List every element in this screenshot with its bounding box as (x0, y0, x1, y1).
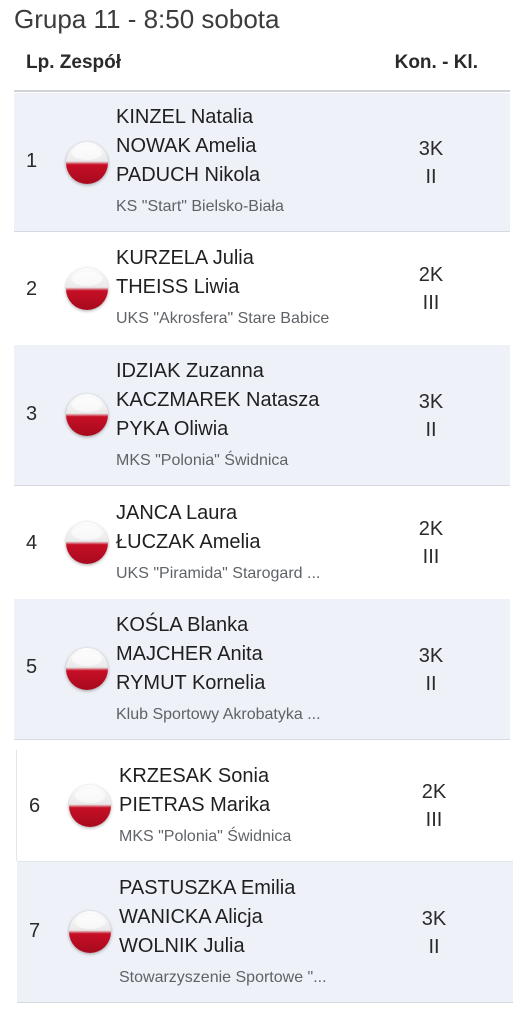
table-row[interactable]: 5 KOŚLA Blanka MAJCHER Anita RYMUT Korne… (14, 599, 510, 740)
club-name: KS "Start" Bielsko-Biała (116, 196, 284, 218)
row-lp: 1 (26, 150, 37, 173)
kon-value: 3K (401, 388, 461, 416)
poland-flag-icon (66, 648, 108, 690)
kl-value: II (401, 670, 461, 698)
athlete-name: PIETRAS Marika (119, 791, 291, 820)
row-lp: 5 (26, 656, 37, 679)
club-name: Stowarzyszenie Sportowe "... (119, 967, 327, 989)
club-name: MKS "Polonia" Świdnica (119, 826, 291, 848)
poland-flag-icon (66, 268, 108, 310)
table-row[interactable]: 2 KURZELA Julia THEISS Liwia UKS "Akrosf… (14, 233, 510, 344)
athlete-name: KOŚLA Blanka (116, 611, 321, 640)
athlete-name: PASTUSZKA Emilia (119, 874, 327, 903)
header-lp-zespol: Lp. Zespół (26, 52, 121, 74)
kl-value: II (404, 933, 464, 961)
athlete-name: KURZELA Julia (116, 244, 329, 273)
athlete-name: PYKA Oliwia (116, 415, 319, 444)
poland-flag-icon (69, 911, 111, 953)
kl-value: III (401, 543, 461, 571)
table-row[interactable]: 3 IDZIAK Zuzanna KACZMAREK Natasza PYKA … (14, 345, 510, 486)
page-title: Grupa 11 - 8:50 sobota (14, 4, 279, 35)
kon-value: 2K (404, 778, 464, 806)
table-row[interactable]: 6 KRZESAK Sonia PIETRAS Marika MKS "Polo… (17, 750, 513, 861)
kon-value: 3K (401, 642, 461, 670)
poland-flag-icon (66, 142, 108, 184)
athlete-name: RYMUT Kornelia (116, 669, 321, 698)
row-lp: 6 (29, 795, 40, 818)
row-lp: 2 (26, 278, 37, 301)
kon-value: 3K (404, 905, 464, 933)
athlete-name: MAJCHER Anita (116, 640, 321, 669)
club-name: UKS "Piramida" Starogard ... (116, 563, 320, 585)
kon-value: 2K (401, 261, 461, 289)
kon-value: 3K (401, 135, 461, 163)
athlete-name: KRZESAK Sonia (119, 762, 291, 791)
athlete-name: KINZEL Natalia (116, 103, 284, 132)
kl-value: II (401, 416, 461, 444)
table-row[interactable]: 7 PASTUSZKA Emilia WANICKA Alicja WOLNIK… (17, 862, 513, 1003)
club-name: MKS "Polonia" Świdnica (116, 450, 319, 472)
poland-flag-icon (69, 785, 111, 827)
athlete-name: THEISS Liwia (116, 273, 329, 302)
club-name: UKS "Akrosfera" Stare Babice (116, 308, 329, 330)
athlete-name: KACZMAREK Natasza (116, 386, 319, 415)
header-kon-kl: Kon. - Kl. (395, 52, 478, 74)
athlete-name: JANCA Laura (116, 499, 320, 528)
athlete-name: WANICKA Alicja (119, 903, 327, 932)
athlete-name: PADUCH Nikola (116, 161, 284, 190)
poland-flag-icon (66, 394, 108, 436)
kl-value: III (404, 806, 464, 834)
athlete-name: WOLNIK Julia (119, 932, 327, 961)
poland-flag-icon (66, 522, 108, 564)
athlete-name: ŁUCZAK Amelia (116, 528, 320, 557)
table-row[interactable]: 4 JANCA Laura ŁUCZAK Amelia UKS "Piramid… (14, 487, 510, 598)
kl-value: II (401, 163, 461, 191)
kl-value: III (401, 289, 461, 317)
table-header: Lp. Zespół Kon. - Kl. (14, 50, 510, 92)
row-lp: 4 (26, 532, 37, 555)
row-lp: 3 (26, 403, 37, 426)
athlete-name: IDZIAK Zuzanna (116, 357, 319, 386)
athlete-name: NOWAK Amelia (116, 132, 284, 161)
kon-value: 2K (401, 515, 461, 543)
club-name: Klub Sportowy Akrobatyka ... (116, 704, 321, 726)
row-lp: 7 (29, 920, 40, 943)
table-row[interactable]: 1 KINZEL Natalia NOWAK Amelia PADUCH Nik… (14, 93, 510, 232)
